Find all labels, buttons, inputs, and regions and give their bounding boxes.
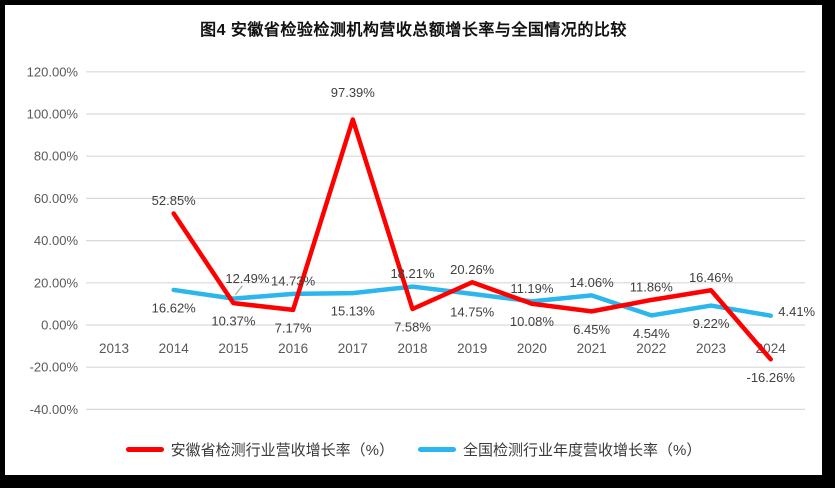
data-label-national: 14.75% bbox=[450, 304, 495, 319]
data-label-anhui: 11.86% bbox=[630, 279, 674, 294]
data-label-national: 12.49% bbox=[225, 271, 270, 286]
data-label-national: 16.62% bbox=[152, 300, 197, 315]
legend-item-national: 全国检测行业年度营收增长率（%） bbox=[418, 439, 701, 460]
data-label-anhui: 97.39% bbox=[331, 85, 376, 100]
data-label-national: 14.06% bbox=[570, 275, 615, 290]
chart-canvas: 图4 安徽省检验检测机构营收总额增长率与全国情况的比较 120.00% 100.0… bbox=[5, 5, 822, 475]
y-tick-label: -40.00% bbox=[30, 402, 79, 417]
legend-label-national: 全国检测行业年度营收增长率（%） bbox=[463, 442, 702, 459]
data-label-anhui: 7.58% bbox=[394, 320, 431, 335]
data-label-anhui: -16.26% bbox=[746, 370, 795, 385]
y-tick-label: 60.00% bbox=[34, 191, 79, 206]
series-line-national bbox=[171, 284, 773, 318]
x-tick-label: 2014 bbox=[159, 341, 190, 356]
data-label-anhui: 6.45% bbox=[573, 322, 610, 337]
x-tick-label: 2019 bbox=[457, 341, 487, 356]
y-tick-label: 80.00% bbox=[34, 149, 79, 164]
data-label-anhui: 10.08% bbox=[510, 314, 555, 329]
data-label-anhui: 10.37% bbox=[211, 314, 256, 329]
x-tick-label: 2021 bbox=[577, 341, 607, 356]
data-label-national: 14.73% bbox=[271, 273, 316, 288]
data-label-anhui: 7.17% bbox=[275, 320, 312, 335]
y-tick-label: -20.00% bbox=[30, 360, 79, 375]
data-label-national: 9.22% bbox=[693, 316, 730, 331]
legend-label-anhui: 安徽省检测行业营收增长率（%） bbox=[170, 442, 394, 459]
y-tick-label: 20.00% bbox=[34, 275, 79, 290]
plot-area: 120.00% 100.00% 80.00% 60.00% 40.00% 20.00% 0.… bbox=[27, 64, 816, 417]
data-label-national: 15.13% bbox=[331, 304, 376, 319]
data-label-anhui: 52.85% bbox=[152, 193, 197, 208]
x-tick-label: 2022 bbox=[636, 341, 666, 356]
x-tick-label: 2015 bbox=[218, 341, 248, 356]
data-label-national: 4.41% bbox=[778, 304, 815, 319]
data-label-national: 11.19% bbox=[510, 281, 554, 296]
x-tick-label: 2017 bbox=[338, 341, 368, 356]
x-tick-label: 2018 bbox=[397, 341, 427, 356]
data-label-national: 4.54% bbox=[633, 326, 670, 341]
x-tick-label: 2016 bbox=[278, 341, 308, 356]
chart-title: 图4 安徽省检验检测机构营收总额增长率与全国情况的比较 bbox=[200, 22, 627, 39]
y-tick-label: 0.00% bbox=[41, 318, 78, 333]
data-label-anhui: 20.26% bbox=[450, 262, 495, 277]
legend-swatch-national-icon bbox=[418, 447, 456, 452]
x-tick-label: 2023 bbox=[696, 341, 726, 356]
legend-swatch-anhui-icon bbox=[125, 447, 164, 452]
series-line-anhui bbox=[171, 117, 773, 362]
x-tick-label: 2013 bbox=[99, 341, 129, 356]
x-tick-label: 2020 bbox=[517, 341, 547, 356]
y-tick-label: 120.00% bbox=[27, 64, 79, 79]
y-tick-label: 40.00% bbox=[34, 233, 79, 248]
data-label-national: 18.21% bbox=[390, 266, 435, 281]
legend: 安徽省检测行业营收增长率（%） 全国检测行业年度营收增长率（%） bbox=[5, 439, 822, 460]
label-leader-line bbox=[234, 285, 243, 296]
y-tick-label: 100.00% bbox=[27, 107, 79, 122]
legend-item-anhui: 安徽省检测行业营收增长率（%） bbox=[125, 439, 394, 460]
data-label-anhui: 16.46% bbox=[689, 270, 734, 285]
